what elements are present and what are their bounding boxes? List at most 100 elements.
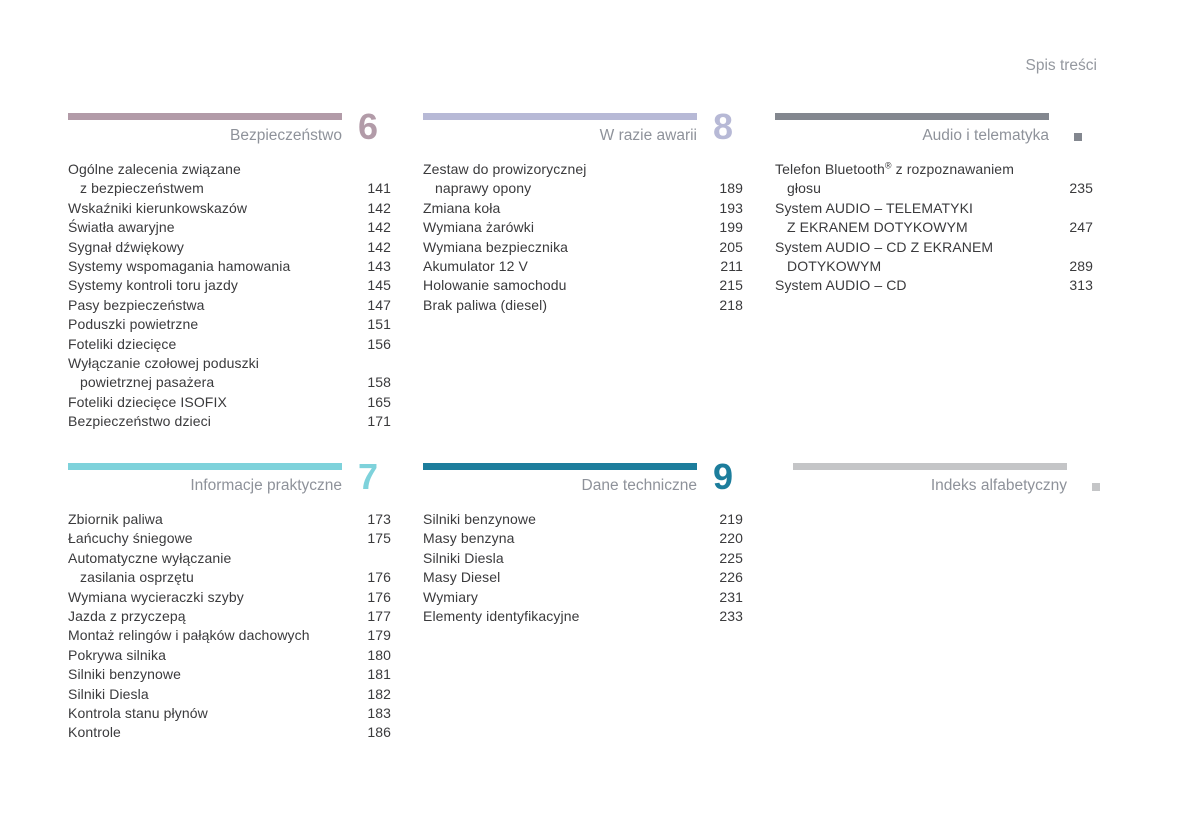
toc-item-page: 186 (367, 724, 391, 741)
toc-item-label: Łańcuchy śniegowe (68, 529, 359, 548)
toc-item-line: Światła awaryjne (68, 219, 175, 236)
section-header: Informacje praktyczne 7 (68, 456, 391, 497)
toc-item-line: Automatyczne wyłączanie (68, 549, 232, 566)
toc-item-page: 145 (367, 277, 391, 294)
section-title: W razie awarii (599, 127, 697, 144)
toc-item-line: DOTYKOWYM (787, 258, 882, 275)
toc-item-line: System AUDIO – CD Z EKRANEM (775, 238, 994, 255)
toc-item-line: Telefon Bluetooth® z rozpoznawaniem (775, 160, 1014, 177)
toc-item-label: Światła awaryjne (68, 218, 359, 237)
toc-item: System AUDIO – CD 313 (775, 276, 1093, 295)
toc-item-line: Ogólne zalecenia związane (68, 161, 241, 177)
toc-item: Wymiana żarówki 199 (423, 218, 743, 237)
toc-item-page: 151 (367, 316, 391, 333)
section-number: 6 (358, 106, 379, 147)
toc-item-label: Montaż relingów i pałąków dachowych (68, 626, 359, 645)
toc-item-line: Zmiana koła (423, 199, 501, 216)
section-title: Informacje praktyczne (190, 477, 342, 494)
toc-item-line: Sygnał dźwiękowy (68, 238, 184, 255)
toc-item-label: Silniki Diesla (68, 685, 359, 704)
toc-item-page: 147 (367, 296, 391, 313)
toc-item-page: 289 (1069, 258, 1093, 275)
toc-item-page: 156 (367, 335, 391, 352)
toc-item-page: 165 (367, 393, 391, 410)
toc-item-line: Akumulator 12 V (423, 258, 528, 275)
section-title: Dane techniczne (581, 477, 697, 494)
toc-item-label: Wskaźniki kierunkowskazów (68, 199, 359, 218)
square-marker-icon (1092, 483, 1100, 491)
toc-item-page: 215 (719, 277, 743, 294)
toc-item: Telefon Bluetooth® z rozpoznawaniem głosu… (775, 160, 1093, 199)
toc-item-label: Sygnał dźwiękowy (68, 238, 359, 257)
section-header-main: Indeks alfabetyczny (793, 463, 1067, 496)
toc-item: Akumulator 12 V 211 (423, 257, 743, 276)
toc-section-informacje: Informacje praktyczne 7 Zbiornik paliwa 173… (68, 456, 391, 743)
page-title: Spis treści (1025, 57, 1098, 74)
section-header: Bezpieczeństwo 6 (68, 106, 391, 147)
toc-row-1: Bezpieczeństwo 6 Ogólne zalecenia związane… (68, 106, 1093, 432)
toc-item: Systemy wspomagania hamowania 143 (68, 257, 391, 276)
toc-item: Systemy kontroli toru jazdy 145 (68, 276, 391, 295)
toc-item-page: 233 (719, 608, 743, 625)
toc-item-page: 183 (367, 705, 391, 722)
toc-section-w-razie-awarii: W razie awarii 8 Zestaw do prowizorycznej n… (423, 109, 743, 315)
toc-item-page: 171 (367, 413, 391, 430)
toc-item-line: Wymiana bezpiecznika (423, 238, 569, 255)
toc-item-page: 142 (367, 238, 391, 255)
toc-item-line: Silniki benzynowe (423, 511, 536, 527)
toc-item-page: 225 (719, 549, 743, 566)
section-header-main: Dane techniczne (423, 463, 697, 496)
toc-item: Bezpieczeństwo dzieci 171 (68, 412, 391, 431)
toc-item: Ogólne zalecenia związane z bezpieczeństw… (68, 160, 391, 199)
toc-item-line: Wymiana wycieraczki szyby (68, 588, 244, 605)
section-header: Audio i telematyka (775, 113, 1093, 146)
toc-item: System AUDIO – CD Z EKRANEM DOTYKOWYM 289 (775, 238, 1093, 277)
toc-item-label: Masy Diesel (423, 568, 711, 587)
section-header-main: Bezpieczeństwo (68, 113, 342, 146)
toc-item-label: Telefon Bluetooth® z rozpoznawaniem głosu (775, 160, 1061, 199)
toc-item-line: naprawy opony (435, 180, 532, 197)
toc-item-line: Bezpieczeństwo dzieci (68, 413, 211, 430)
toc-item-line: Z EKRANEM DOTYKOWYM (787, 219, 968, 236)
toc-item-page: 218 (719, 296, 743, 313)
toc-item-page: 226 (719, 569, 743, 586)
toc-item-line: Systemy wspomagania hamowania (68, 258, 291, 275)
toc-item: Sygnał dźwiękowy 142 (68, 238, 391, 257)
toc-item-page: 143 (367, 258, 391, 275)
toc-item-page: 141 (367, 180, 391, 197)
toc-item: Silniki Diesla 225 (423, 549, 743, 568)
toc-item-label: Foteliki dziecięce (68, 335, 359, 354)
toc-item: Elementy identyfikacyjne 233 (423, 607, 743, 626)
toc-item-page: 142 (367, 219, 391, 236)
toc-item-label: Silniki benzynowe (68, 665, 359, 684)
toc-item-label: Ogólne zalecenia związane z bezpieczeństw… (68, 160, 359, 199)
toc-item-label: Zbiornik paliwa (68, 510, 359, 529)
toc-item-line: Wymiana żarówki (423, 219, 535, 236)
toc-item: Silniki Diesla 182 (68, 685, 391, 704)
toc-item-line: głosu (787, 180, 821, 197)
toc-item: Wymiana wycieraczki szyby 176 (68, 588, 391, 607)
section-header-main: W razie awarii (423, 113, 697, 146)
toc-item-label: Bezpieczeństwo dzieci (68, 412, 359, 431)
toc-item: Wyłączanie czołowej poduszki powietrznej … (68, 354, 391, 393)
toc-item: Silniki benzynowe 181 (68, 665, 391, 684)
toc-item: System AUDIO – TELEMATYKI Z EKRANEM DOTYK… (775, 199, 1093, 238)
toc-item-label: Systemy wspomagania hamowania (68, 257, 359, 276)
section-color-bar (68, 113, 342, 120)
toc-item: Kontrola stanu płynów 183 (68, 704, 391, 723)
toc-item-label: Systemy kontroli toru jazdy (68, 276, 359, 295)
section-number: 7 (358, 456, 379, 497)
toc-item-label: Wymiana wycieraczki szyby (68, 588, 359, 607)
toc-item-label: Automatyczne wyłączanie zasilania osprzęt… (68, 549, 359, 588)
toc-item-label: Brak paliwa (diesel) (423, 296, 711, 315)
toc-item-page: 179 (367, 627, 391, 644)
toc-item-label: System AUDIO – TELEMATYKI Z EKRANEM DOTYK… (775, 199, 1061, 238)
toc-item-label: Masy benzyna (423, 529, 711, 548)
toc-item-line: Foteliki dziecięce (68, 335, 177, 352)
toc-item-page: 177 (367, 608, 391, 625)
toc-item-line: Masy Diesel (423, 569, 501, 586)
section-header-main: Informacje praktyczne (68, 463, 342, 496)
toc-item-page: 173 (367, 511, 391, 527)
toc-item-list: Ogólne zalecenia związane z bezpieczeństw… (68, 160, 391, 432)
toc-item-line: Pokrywa silnika (68, 646, 166, 663)
